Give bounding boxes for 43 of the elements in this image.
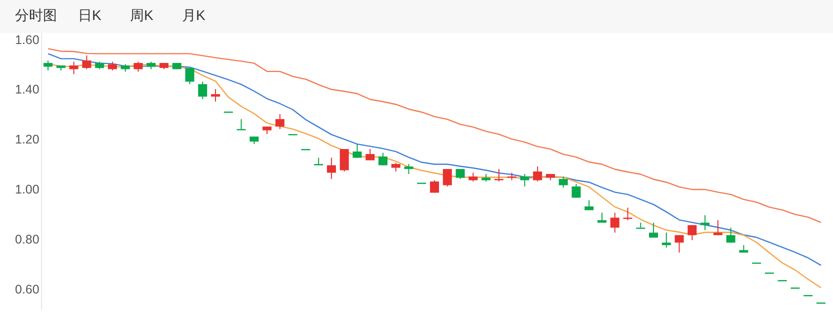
y-tick-label: 1.20 (15, 132, 40, 147)
y-tick-label: 0.80 (15, 232, 40, 246)
candlestick (211, 88, 220, 102)
candlestick (610, 212, 620, 234)
candlestick (648, 222, 658, 238)
candlestick (430, 180, 439, 194)
text: 月K (182, 7, 206, 23)
candlestick (623, 207, 632, 221)
candlestick (662, 232, 671, 248)
candlestick (44, 60, 53, 71)
candlestick (404, 164, 414, 174)
y-tick-label: 0.60 (15, 282, 40, 296)
y-tick-label: 1.00 (15, 182, 40, 197)
candlestick (275, 114, 284, 130)
candlestick (674, 234, 684, 254)
y-tick-label: 1.60 (15, 32, 40, 47)
line-series (47, 48, 822, 224)
candlestick (134, 61, 143, 72)
text: 日K (78, 7, 102, 23)
text: 周K (130, 7, 154, 23)
candlestick (533, 166, 542, 182)
y-tick-label: 1.40 (15, 82, 40, 97)
candlestick (726, 227, 736, 244)
candlestick (558, 176, 568, 188)
text: 分时图 (15, 7, 57, 23)
candlestick (572, 183, 581, 198)
candlestick (340, 148, 349, 172)
candlestick (366, 148, 375, 161)
candlestick (688, 224, 697, 241)
candlestick (636, 222, 646, 229)
candlestick (185, 67, 194, 85)
candlestick (520, 173, 530, 187)
candlestick (700, 214, 710, 231)
candlestick (236, 118, 246, 130)
candlestick (82, 54, 92, 70)
candlestick (713, 220, 722, 236)
candlestick (198, 81, 208, 100)
candlestick (456, 168, 465, 180)
candlestick (378, 152, 388, 166)
candlestick (326, 157, 336, 180)
candlestick (69, 61, 78, 75)
candlestick (442, 168, 452, 187)
candlestick (352, 144, 362, 158)
